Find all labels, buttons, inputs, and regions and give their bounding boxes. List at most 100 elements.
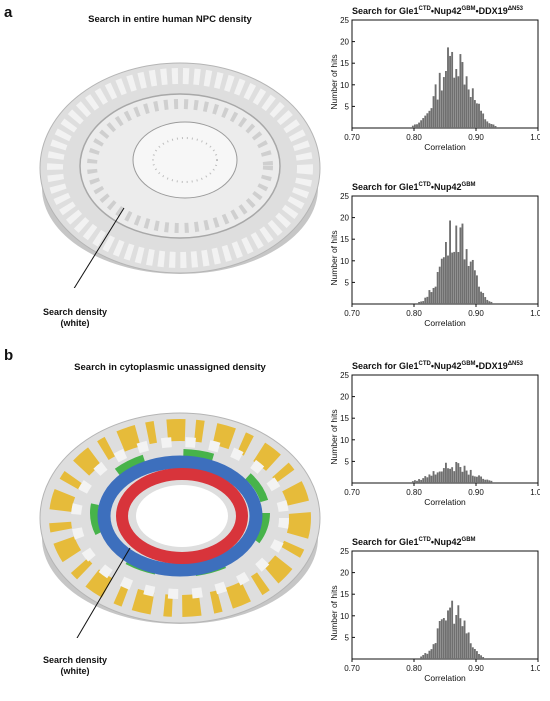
x-tick-label: 1.00 — [530, 133, 540, 142]
histogram-bar — [420, 656, 423, 659]
histogram-bar — [486, 479, 489, 483]
histogram-bar — [457, 605, 460, 659]
histogram-bar — [469, 261, 472, 304]
histogram-bar — [453, 251, 456, 304]
panel-letter-b: b — [4, 347, 14, 364]
histogram-bar — [478, 475, 480, 483]
histogram-bar — [471, 647, 474, 659]
histogram-plot: 5 10 15 20 25 0.70 0.80 0.90 1.00 Correlation Numb… — [330, 547, 540, 683]
x-tick-label: 1.00 — [530, 309, 540, 318]
histogram-bar — [434, 84, 437, 128]
histogram-bar — [430, 475, 433, 483]
histogram-bar — [426, 477, 429, 483]
histogram-bar — [426, 653, 429, 659]
y-tick-label: 25 — [340, 16, 349, 25]
histogram-bar — [467, 474, 470, 483]
histogram-bar — [438, 72, 441, 128]
histogram-bar — [457, 463, 460, 483]
y-axis-label: Number of hits — [330, 54, 339, 109]
y-tick-label: 20 — [340, 569, 349, 578]
histogram-bar — [422, 301, 425, 304]
histogram-bar — [442, 468, 445, 483]
histogram-bar — [455, 69, 458, 128]
x-tick-label: 0.70 — [344, 133, 360, 142]
histogram-bar — [488, 123, 491, 128]
histogram-bar — [461, 626, 464, 659]
histogram-bar — [442, 618, 445, 659]
y-tick-label: 20 — [340, 38, 349, 47]
histogram-bar — [471, 88, 474, 128]
histogram-1: Search for Gle1CTD•Nup42GBM•DDX19ΔN53 5 1… — [330, 6, 540, 156]
histogram-bar — [480, 476, 482, 483]
y-tick-label: 20 — [340, 393, 349, 402]
panel-b-title: Search in cytoplasmic unassigned density — [74, 362, 266, 373]
y-tick-label: 15 — [340, 414, 349, 423]
histogram-bar — [428, 290, 431, 304]
histogram-bar — [467, 89, 470, 128]
histogram-bar — [451, 467, 454, 483]
x-tick-label: 0.80 — [406, 309, 422, 318]
x-axis-label: Correlation — [424, 142, 466, 152]
histogram-title: Search for Gle1CTD•Nup42GBM — [352, 182, 476, 192]
histogram-bar — [478, 654, 480, 659]
histogram-bar — [432, 471, 435, 483]
histogram-bar — [449, 468, 451, 483]
histogram-bar — [471, 475, 474, 483]
histogram-bar — [447, 255, 449, 304]
histogram-bar — [478, 286, 480, 304]
histogram-bar — [434, 643, 437, 659]
annotation-b-line1: Search density — [42, 655, 108, 665]
histogram-bar — [442, 257, 445, 304]
histogram-bar — [459, 227, 462, 304]
histogram-bar — [465, 76, 468, 128]
histogram-bar — [463, 259, 466, 304]
x-axis-label: Correlation — [424, 673, 466, 683]
histogram-bar — [411, 481, 414, 483]
histogram-bar — [453, 77, 456, 128]
histogram-bar — [461, 223, 464, 304]
red-ring — [116, 468, 248, 564]
histogram-bar — [494, 126, 497, 128]
histogram-bar — [484, 297, 487, 304]
histogram-bar — [428, 474, 431, 483]
histogram-bar — [457, 76, 460, 128]
histogram-bar — [430, 292, 433, 304]
histogram-bar — [453, 623, 456, 659]
annotation-b-line2: (white) — [60, 666, 90, 676]
histogram-bar — [440, 258, 443, 304]
histogram-bar — [490, 480, 493, 483]
blue-ring — [97, 455, 263, 577]
histogram-bar — [488, 480, 491, 483]
histogram-bar — [482, 478, 485, 483]
histogram-bar — [434, 474, 437, 483]
histogram-bar — [440, 90, 443, 128]
y-tick-label: 20 — [340, 214, 349, 223]
annotation-a-line1: Search density — [42, 307, 108, 317]
histogram-bar — [476, 651, 478, 659]
histogram-bar — [432, 287, 435, 304]
histogram-bar — [428, 110, 431, 128]
x-tick-label: 0.80 — [406, 664, 422, 673]
histogram-bar — [436, 472, 439, 483]
histogram-bar — [459, 618, 462, 659]
x-tick-label: 1.00 — [530, 664, 540, 673]
histogram-bar — [469, 469, 472, 483]
y-tick-label: 15 — [340, 590, 349, 599]
y-tick-label: 15 — [340, 59, 349, 68]
histogram-bar — [440, 471, 443, 483]
central-pore — [132, 121, 238, 199]
histogram-bar — [447, 468, 449, 483]
y-tick-label: 10 — [340, 612, 349, 621]
histogram-bar — [453, 471, 456, 483]
histogram-bar — [465, 633, 468, 659]
x-tick-label: 0.90 — [468, 664, 484, 673]
x-tick-label: 0.70 — [344, 664, 360, 673]
histogram-bar — [465, 470, 468, 483]
histogram-bar — [442, 77, 445, 128]
annotation-a-line2: (white) — [60, 318, 90, 328]
central-pore — [136, 485, 228, 547]
histogram-bar — [492, 124, 495, 128]
histogram-bar — [424, 476, 427, 483]
yellow-nup-density — [49, 419, 311, 617]
y-tick-label: 15 — [340, 235, 349, 244]
